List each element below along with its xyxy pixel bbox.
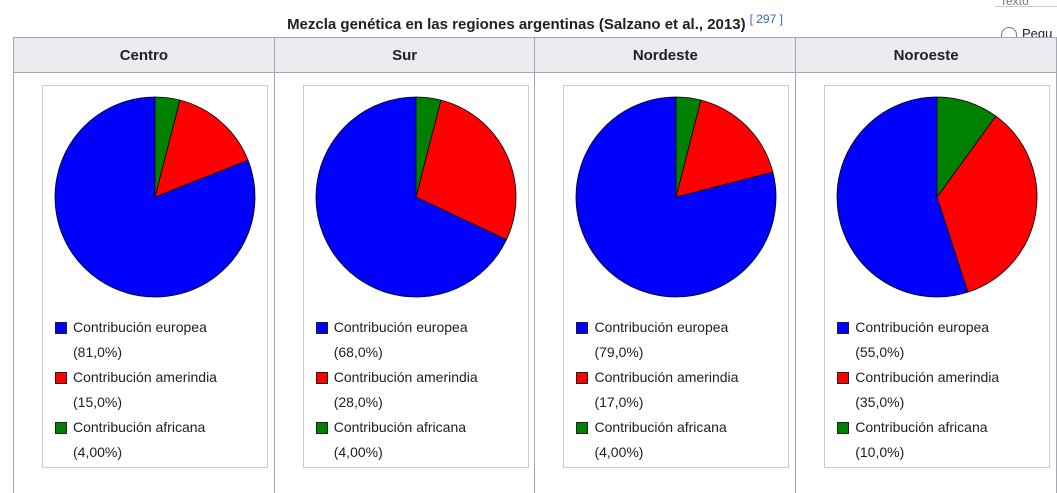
legend-label: Contribución europea [855,319,989,335]
region-header: Noroeste [796,38,1057,73]
legend-label: Contribución africana [73,419,205,435]
region-cell: Contribución europea (79,0%) Contribución… [535,73,796,493]
pie-chart-box: Contribución europea (68,0%) Contribución… [303,85,529,468]
region-header: Sur [274,38,535,73]
legend-value: (4,00%) [73,444,122,460]
legend-swatch-africana [837,422,849,434]
genetic-mix-table: Centro Sur Nordeste Noroeste Contribució… [13,37,1057,493]
legend-item-amerindia: Contribución amerindia (17,0%) [575,365,785,415]
legend-value: (68,0%) [334,344,383,360]
pie-legend: Contribución europea (81,0%) Contribución… [54,315,264,465]
legend-item-europea: Contribución europea (68,0%) [315,315,525,365]
legend-label: Contribución africana [594,419,726,435]
caption-title: Mezcla genética en las regiones argentin… [287,16,746,33]
pie-legend: Contribución europea (55,0%) Contribución… [836,315,1046,465]
legend-label: Contribución amerindia [594,369,738,385]
legend-swatch-europea [55,322,67,334]
table-caption: Mezcla genética en las regiones argentin… [0,12,1057,33]
pie-chart [836,96,1038,298]
legend-item-amerindia: Contribución amerindia (15,0%) [54,365,264,415]
legend-label: Contribución amerindia [334,369,478,385]
pie-chart [315,96,517,298]
pie-chart-box: Contribución europea (55,0%) Contribución… [824,85,1050,468]
region-header: Nordeste [535,38,796,73]
legend-item-europea: Contribución europea (79,0%) [575,315,785,365]
legend-swatch-africana [55,422,67,434]
legend-swatch-amerindia [576,372,588,384]
legend-item-africana: Contribución africana (10,0%) [836,415,1046,465]
legend-value: (79,0%) [594,344,643,360]
legend-item-amerindia: Contribución amerindia (35,0%) [836,365,1046,415]
legend-item-europea: Contribución europea (55,0%) [836,315,1046,365]
legend-label: Contribución africana [334,419,466,435]
pie-chart-box: Contribución europea (81,0%) Contribución… [42,85,268,468]
legend-label: Contribución africana [855,419,987,435]
pie-chart-box: Contribución europea (79,0%) Contribución… [563,85,789,468]
legend-item-africana: Contribución africana (4,00%) [315,415,525,465]
legend-swatch-amerindia [316,372,328,384]
legend-value: (55,0%) [855,344,904,360]
pie-chart [54,96,256,298]
legend-swatch-amerindia [55,372,67,384]
legend-value: (81,0%) [73,344,122,360]
legend-value: (35,0%) [855,394,904,410]
legend-item-amerindia: Contribución amerindia (28,0%) [315,365,525,415]
legend-value: (15,0%) [73,394,122,410]
legend-value: (17,0%) [594,394,643,410]
pie-legend: Contribución europea (68,0%) Contribución… [315,315,525,465]
legend-item-africana: Contribución africana (4,00%) [54,415,264,465]
region-cell: Contribución europea (55,0%) Contribución… [796,73,1057,493]
reference-link[interactable]: [ 297 ] [750,12,783,26]
legend-value: (4,00%) [334,444,383,460]
legend-swatch-africana [316,422,328,434]
legend-swatch-europea [576,322,588,334]
appearance-text-label: Texto [1000,0,1029,8]
legend-swatch-africana [576,422,588,434]
region-header: Centro [14,38,275,73]
legend-label: Contribución europea [594,319,728,335]
legend-label: Contribución amerindia [855,369,999,385]
header-row: Centro Sur Nordeste Noroeste [14,38,1057,73]
legend-label: Contribución amerindia [73,369,217,385]
region-cell: Contribución europea (68,0%) Contribución… [274,73,535,493]
legend-value: (4,00%) [594,444,643,460]
legend-item-africana: Contribución africana (4,00%) [575,415,785,465]
pie-legend: Contribución europea (79,0%) Contribución… [575,315,785,465]
legend-item-europea: Contribución europea (81,0%) [54,315,264,365]
legend-swatch-europea [837,322,849,334]
legend-swatch-europea [316,322,328,334]
legend-value: (28,0%) [334,394,383,410]
legend-swatch-amerindia [837,372,849,384]
legend-label: Contribución europea [334,319,468,335]
region-cell: Contribución europea (81,0%) Contribución… [14,73,275,493]
legend-label: Contribución europea [73,319,207,335]
chart-row: Contribución europea (81,0%) Contribución… [14,73,1057,493]
legend-value: (10,0%) [855,444,904,460]
pie-chart [575,96,777,298]
